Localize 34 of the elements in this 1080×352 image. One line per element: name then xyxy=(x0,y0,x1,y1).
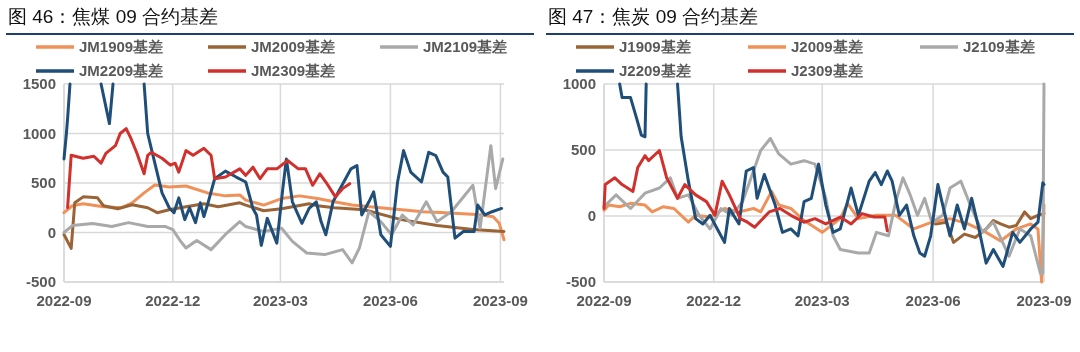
legend-label: JM2009基差 xyxy=(251,38,336,55)
x-tick-label: 2022-09 xyxy=(36,292,92,309)
legend-label: JM1909基差 xyxy=(79,38,164,55)
line-series xyxy=(602,149,889,233)
legend-label: JM2109基差 xyxy=(423,38,508,55)
line-series xyxy=(66,127,352,210)
chart-title: 图 46：焦煤 09 合约基差 xyxy=(8,5,219,29)
y-tick-label: -500 xyxy=(565,273,596,290)
y-tick-label: 1000 xyxy=(562,75,596,92)
legend-label: J1909基差 xyxy=(619,38,691,55)
x-tick-label: 2023-03 xyxy=(252,292,308,309)
legend-label: JM2209基差 xyxy=(79,62,164,79)
y-tick-label: -500 xyxy=(25,273,56,290)
x-tick-label: 2022-12 xyxy=(686,292,742,309)
legend-label: JM2309基差 xyxy=(251,62,336,79)
y-tick-label: 1500 xyxy=(22,75,56,92)
y-tick-label: 0 xyxy=(587,207,596,224)
x-tick-label: 2022-12 xyxy=(145,292,201,309)
line-series xyxy=(62,144,505,265)
y-tick-label: 1000 xyxy=(22,124,56,142)
x-tick-label: 2023-09 xyxy=(472,292,528,309)
legend-label: J2209基差 xyxy=(619,62,691,79)
legend-label: J2009基差 xyxy=(791,38,863,55)
y-tick-label: 500 xyxy=(30,174,56,191)
y-tick-label: 500 xyxy=(570,141,596,158)
legend-label: J2309基差 xyxy=(791,62,863,79)
x-tick-label: 2023-09 xyxy=(1016,292,1072,309)
x-tick-label: 2023-03 xyxy=(794,292,850,309)
x-tick-label: 2023-06 xyxy=(362,292,418,309)
y-tick-label: 0 xyxy=(47,223,56,241)
x-tick-label: 2022-09 xyxy=(576,292,632,309)
legend-label: J2109基差 xyxy=(963,38,1035,55)
chart-title: 图 47：焦炭 09 合约基差 xyxy=(548,5,759,29)
x-tick-label: 2023-06 xyxy=(905,292,961,309)
